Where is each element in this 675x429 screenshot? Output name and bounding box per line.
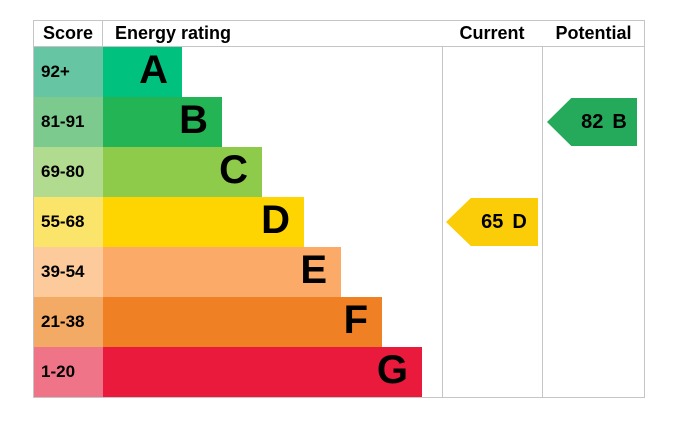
current-rating-value: 65: [481, 210, 504, 233]
potential-rating-band-letter: B: [612, 110, 627, 133]
current-column-header: Current: [459, 23, 525, 43]
band-row-a: 92+ A: [34, 47, 422, 97]
potential-column-header: Potential: [555, 23, 632, 43]
band-bar: F: [103, 297, 382, 347]
band-rows: 92+ A 81-91 B 69-80 C 55-68 D 39-54: [34, 47, 422, 397]
band-row-g: 1-20 G: [34, 347, 422, 397]
band-row-e: 39-54 E: [34, 247, 422, 297]
epc-energy-rating-chart: Score Energy rating Current Potential 92…: [33, 20, 645, 398]
band-letter: G: [376, 348, 408, 392]
current-rating-band-letter: D: [512, 210, 527, 233]
energy-rating-column-header: Energy rating: [115, 23, 232, 43]
potential-rating-value: 82: [581, 110, 604, 133]
potential-rating-arrow: 82 B: [547, 98, 637, 146]
band-score-label: 1-20: [34, 347, 103, 397]
band-score-label: 81-91: [34, 97, 103, 147]
band-bar: A: [103, 47, 182, 97]
band-letter: F: [343, 298, 368, 342]
header-row: Score Energy rating Current Potential: [34, 21, 644, 47]
potential-column-divider: [542, 21, 543, 397]
band-bar: D: [103, 197, 304, 247]
band-bar: E: [103, 247, 341, 297]
band-bar: G: [103, 347, 422, 397]
band-letter: A: [139, 48, 168, 92]
band-bar: B: [103, 97, 222, 147]
band-score-label: 39-54: [34, 247, 103, 297]
current-column-divider: [442, 21, 443, 397]
band-letter: D: [261, 198, 290, 242]
band-bar: C: [103, 147, 262, 197]
score-column-header: Score: [34, 21, 103, 46]
current-rating-arrow: 65 D: [446, 198, 538, 246]
band-score-label: 92+: [34, 47, 103, 97]
band-letter: E: [300, 248, 327, 292]
band-score-label: 55-68: [34, 197, 103, 247]
band-score-label: 69-80: [34, 147, 103, 197]
band-row-c: 69-80 C: [34, 147, 422, 197]
band-score-label: 21-38: [34, 297, 103, 347]
band-row-f: 21-38 F: [34, 297, 422, 347]
band-row-d: 55-68 D: [34, 197, 422, 247]
band-letter: C: [219, 148, 248, 192]
band-letter: B: [179, 98, 208, 142]
band-row-b: 81-91 B: [34, 97, 422, 147]
